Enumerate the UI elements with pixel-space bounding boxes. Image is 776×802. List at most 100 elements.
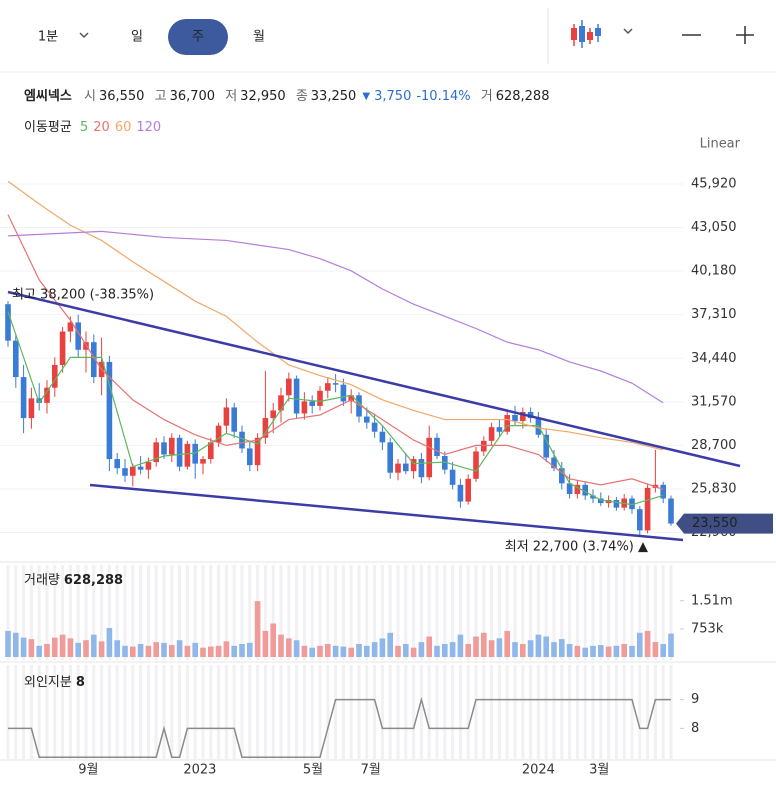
ma-line [7,311,664,506]
y-tick-label: 9 [691,692,699,707]
ma-legend-entry: 120 [136,120,161,135]
ma-line [7,230,664,404]
ma-legend-entry: 60 [115,120,132,135]
volume-title-value: 628,288 [64,573,123,588]
interval-tab[interactable]: 주 [192,30,204,45]
foreign-title-label: 외인지분 [24,675,72,690]
candle-body [145,462,152,470]
zoom-in[interactable] [736,26,754,44]
volume-bar [668,633,674,657]
candle-body [247,448,253,466]
volume-bar [660,643,666,657]
volume-bar [449,642,456,657]
candle-body [44,387,50,403]
candle-body [387,442,393,473]
volume-bar [130,646,136,657]
volume-bar [348,647,354,657]
y-tick-label: 43,050 [691,220,737,235]
interval-tab[interactable]: 1분 [38,30,58,45]
volume-bar [387,632,393,657]
y-tick-label: 40,180 [691,264,737,279]
candle-body [130,466,136,476]
candle-body [13,340,19,378]
volume-bar [418,642,425,657]
volume-bar [122,645,128,657]
volume-bar [161,642,167,657]
candle-body [223,407,230,426]
candle-body [122,468,128,476]
volume-bar [598,645,604,657]
candle-body [629,498,635,510]
volume-bar [481,632,487,657]
volume-bar [184,645,191,657]
candle-body [403,463,409,472]
volume-bar [13,632,19,657]
foreign-line [8,696,671,758]
volume-bar [543,636,549,657]
candle-body [262,418,269,438]
volume-bar [527,640,534,657]
volume-bar [457,634,464,657]
scale-mode[interactable]: Linear [700,137,741,152]
candle-body [473,451,479,479]
volume-bar [465,643,471,657]
candle-body [36,398,42,403]
volume-bar [426,636,432,657]
volume-bar [590,645,596,657]
volume-bar [301,645,308,657]
candle-body [254,437,261,466]
candle-body [52,364,58,388]
candle-body [496,427,503,432]
chart-type-chevron[interactable] [623,28,633,35]
candle-body [309,401,315,406]
candle-body [551,457,557,469]
volume-title: 거래량 628,288 [24,573,123,588]
volume-bar [496,638,503,657]
field-value: 33,250 [311,89,357,104]
volume-bar [75,642,81,657]
candle-body [356,395,362,417]
volume-bar [473,636,479,657]
candle-body [317,390,323,406]
interval-chevron[interactable] [79,32,89,39]
volume-bar [566,643,573,657]
volume-bar [371,642,378,657]
volume-bar [644,630,651,657]
volume-bar [137,643,144,657]
current-price-tag [676,513,773,534]
volume-bar [613,645,620,657]
candle-body [325,383,331,391]
volume-bar [395,645,401,657]
interval-tab[interactable]: 월 [253,30,265,45]
candle-body [278,395,284,411]
volume-bar [145,645,152,657]
volume-bar [262,630,269,657]
candle-body [457,484,464,502]
candle-body [590,495,596,499]
chart-type-icon[interactable] [571,20,601,48]
candle-body [434,437,440,457]
field-label: 고 [155,89,167,104]
candle-body [208,442,214,460]
volume-bar [340,646,347,657]
candle-body [488,427,495,441]
volume-bar [652,642,659,657]
candle-body [75,322,81,350]
candle-body [379,431,386,443]
candle-body [332,383,339,385]
candle-body [5,304,11,341]
candle-body [449,469,456,485]
candle-body [176,437,183,467]
volume-bar [247,642,253,657]
volume-title-label: 거래량 [24,573,60,588]
volume-bar [520,643,526,657]
interval-tab[interactable]: 일 [131,30,143,45]
ma-legend-entry: 5 [80,120,88,135]
candle-body [660,484,666,499]
field-value: 36,550 [99,89,145,104]
field-label: 거 [481,89,493,104]
volume-bar [293,640,300,657]
candle-body [20,377,27,419]
volume-bar [91,634,97,657]
y-tick-label: 8 [691,721,699,736]
